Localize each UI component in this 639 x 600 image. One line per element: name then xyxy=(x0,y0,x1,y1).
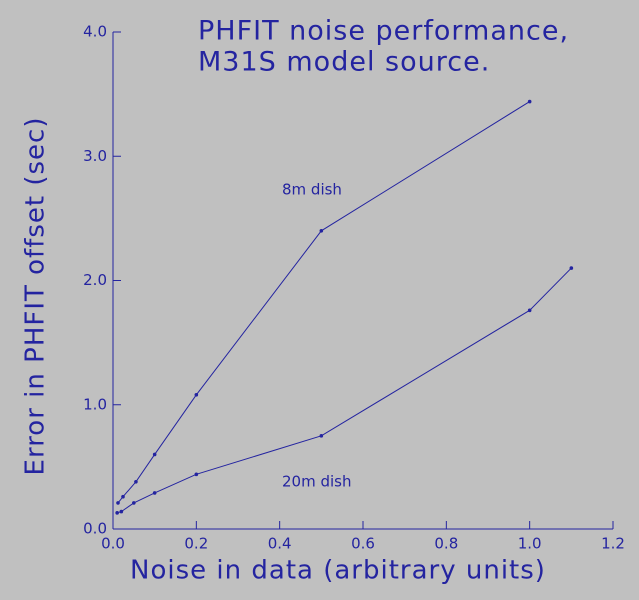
y-tick-label: 4.0 xyxy=(83,23,107,41)
y-tick-label: 2.0 xyxy=(83,271,107,289)
data-point xyxy=(152,491,157,495)
series-line xyxy=(117,267,572,514)
data-point xyxy=(132,501,136,505)
data-point xyxy=(194,472,199,477)
y-tick-label: 0.0 xyxy=(83,520,107,538)
series-line xyxy=(117,101,530,504)
x-tick-label: 1.2 xyxy=(601,535,625,553)
annotation: 20m dish xyxy=(282,473,351,491)
data-point xyxy=(319,229,324,233)
x-tick-label: 0.6 xyxy=(351,535,375,553)
chart-title: PHFIT noise performance, xyxy=(198,16,569,47)
data-point xyxy=(569,266,574,270)
y-tick-label: 3.0 xyxy=(83,147,107,165)
chart-title: M31S model source. xyxy=(198,47,490,78)
data-point xyxy=(134,479,138,484)
y-tick-label: 1.0 xyxy=(83,395,107,413)
data-point xyxy=(527,99,532,104)
data-point xyxy=(319,434,324,438)
y-axis-title: Error in PHFIT offset (sec) xyxy=(21,117,51,476)
data-point xyxy=(194,393,199,397)
x-tick-label: 0.2 xyxy=(184,535,208,553)
annotation: 8m dish xyxy=(282,181,342,199)
x-tick-label: 1.0 xyxy=(518,535,542,553)
x-tick-label: 0.8 xyxy=(434,535,458,553)
x-axis-title: Noise in data (arbitrary units) xyxy=(130,556,546,586)
x-tick-label: 0.0 xyxy=(101,535,125,553)
data-point xyxy=(152,452,157,457)
data-point xyxy=(121,494,125,499)
data-point xyxy=(527,308,532,313)
data-point xyxy=(115,511,119,515)
data-point xyxy=(116,501,120,505)
x-tick-label: 0.4 xyxy=(268,535,292,553)
data-point xyxy=(119,509,124,514)
